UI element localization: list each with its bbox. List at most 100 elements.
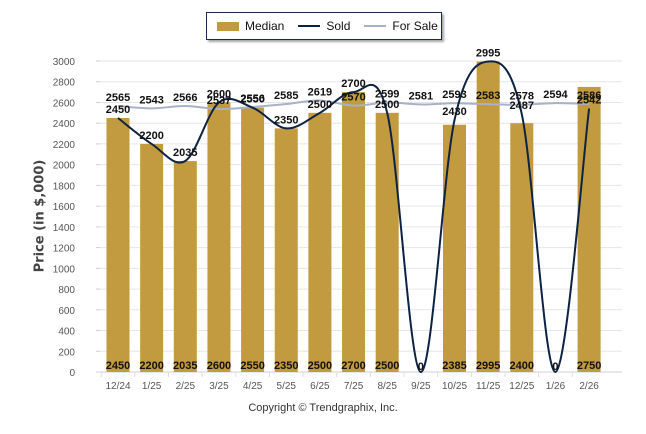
label-median: 2035: [173, 360, 197, 372]
legend-item-for-sale[interactable]: For Sale: [364, 19, 438, 33]
x-tick-label: 1/25: [142, 381, 162, 392]
y-tick-label: 1000: [53, 264, 76, 275]
legend-label-median: Median: [245, 19, 285, 33]
x-axis: 12/24 1/25 2/25 3/25 4/25 5/25 6/25 7/25 8/25 9/2…: [100, 372, 599, 392]
label-median: 2450: [106, 360, 130, 372]
label-sold: 2200: [139, 130, 163, 142]
label-sold: 0: [552, 361, 558, 373]
label-for-sale: 2583: [476, 90, 500, 102]
label-median: 2400: [510, 360, 534, 372]
y-tick-label: 800: [58, 285, 75, 296]
bar-median: [241, 107, 265, 373]
label-sold: 2600: [207, 88, 231, 100]
label-sold: 2995: [476, 48, 500, 60]
x-tick-label: 8/25: [377, 381, 397, 392]
label-median: 2500: [375, 360, 399, 372]
y-tick-label: 2000: [53, 161, 76, 172]
y-tick-label: 0: [69, 368, 75, 379]
label-for-sale: 2565: [106, 92, 130, 104]
x-tick-label: 12/24: [105, 381, 130, 392]
label-for-sale: 2585: [274, 90, 298, 102]
label-sold: 2430: [442, 106, 466, 118]
x-tick-label: 11/25: [476, 381, 501, 392]
bar-median: [173, 161, 197, 372]
y-tick-label: 2200: [53, 140, 76, 151]
x-tick-label: 12/25: [509, 381, 534, 392]
label-median: 2500: [308, 360, 332, 372]
label-for-sale: 2578: [510, 91, 534, 103]
label-sold: 2542: [577, 94, 601, 106]
legend: Median Sold For Sale: [206, 12, 442, 40]
label-for-sale: 2556: [240, 93, 264, 105]
x-tick-label: 6/25: [310, 381, 330, 392]
series-lines: [117, 60, 591, 374]
label-median: 2600: [207, 360, 231, 372]
label-sold: 2450: [106, 104, 130, 116]
x-tick-label: 7/25: [344, 381, 364, 392]
label-for-sale: 2593: [442, 89, 466, 101]
x-tick-label: 1/26: [546, 381, 566, 392]
label-for-sale: 2599: [375, 89, 399, 101]
x-tick-label: 4/25: [243, 381, 263, 392]
data-labels: 2565 2543 2566 2537 2556 2585 2619 2570 2599 2581…: [106, 48, 602, 373]
y-tick-label: 1600: [53, 202, 76, 213]
sold-swatch: [298, 25, 321, 27]
label-sold: 2700: [341, 78, 365, 90]
bar-median: [106, 118, 130, 373]
y-axis-label: Price (in $,000): [32, 159, 48, 273]
label-median: 2750: [577, 360, 601, 372]
line-sold: [117, 60, 591, 374]
label-median: 2200: [139, 360, 163, 372]
label-sold: 2550: [240, 94, 264, 106]
y-tick-label: 1200: [53, 244, 76, 255]
label-sold: 2350: [274, 114, 298, 126]
label-sold: 2035: [173, 147, 197, 159]
label-median: 2700: [341, 360, 365, 372]
y-tick-label: 2400: [53, 119, 76, 130]
label-for-sale: 2570: [341, 92, 365, 104]
bar-median: [443, 124, 466, 372]
legend-label-for-sale: For Sale: [392, 19, 438, 33]
x-tick-label: 2/25: [176, 381, 196, 392]
y-tick-label: 600: [58, 306, 75, 317]
label-for-sale: 2537: [207, 95, 231, 107]
label-for-sale: 2581: [409, 90, 433, 102]
bar-median: [308, 112, 332, 372]
y-tick-label: 1400: [53, 223, 76, 234]
label-for-sale: 2566: [173, 92, 197, 104]
legend-item-sold[interactable]: Sold: [298, 19, 350, 33]
label-median: 2350: [274, 360, 298, 372]
label-median: 2995: [476, 360, 500, 372]
bar-median: [577, 86, 601, 373]
label-median: 2385: [442, 360, 466, 372]
y-tick-label: 200: [58, 347, 75, 358]
label-median: 2550: [240, 360, 264, 372]
x-tick-label: 3/25: [209, 381, 229, 392]
x-tick-label: 10/25: [442, 381, 467, 392]
bar-median: [140, 143, 164, 372]
median-swatch: [217, 21, 239, 31]
label-for-sale: 2586: [577, 90, 601, 102]
label-for-sale: 2619: [308, 86, 332, 98]
x-tick-label: 2/26: [579, 381, 599, 392]
x-tick-label: 5/25: [277, 381, 297, 392]
line-for-sale: [117, 99, 590, 110]
legend-item-median[interactable]: Median: [217, 19, 284, 33]
label-sold: 2487: [510, 100, 534, 112]
x-tick-label: 9/25: [411, 381, 431, 392]
bar-median: [274, 128, 298, 372]
for-sale-swatch: [364, 25, 387, 27]
bar-median: [342, 92, 366, 372]
bar-median: [476, 61, 500, 372]
bar-median: [207, 102, 231, 372]
label-sold: 2500: [308, 99, 332, 111]
label-for-sale: 2594: [543, 89, 568, 101]
legend-label-sold: Sold: [326, 19, 351, 33]
y-tick-label: 2600: [53, 98, 76, 109]
bar-median: [375, 112, 399, 372]
bar-median: [510, 123, 534, 372]
y-tick-label: 400: [58, 327, 75, 338]
y-axis: 0 200 400 600 800 1000 1200 1400 1600 1800 2000 220…: [53, 57, 100, 379]
y-tick-label: 1800: [53, 181, 76, 192]
